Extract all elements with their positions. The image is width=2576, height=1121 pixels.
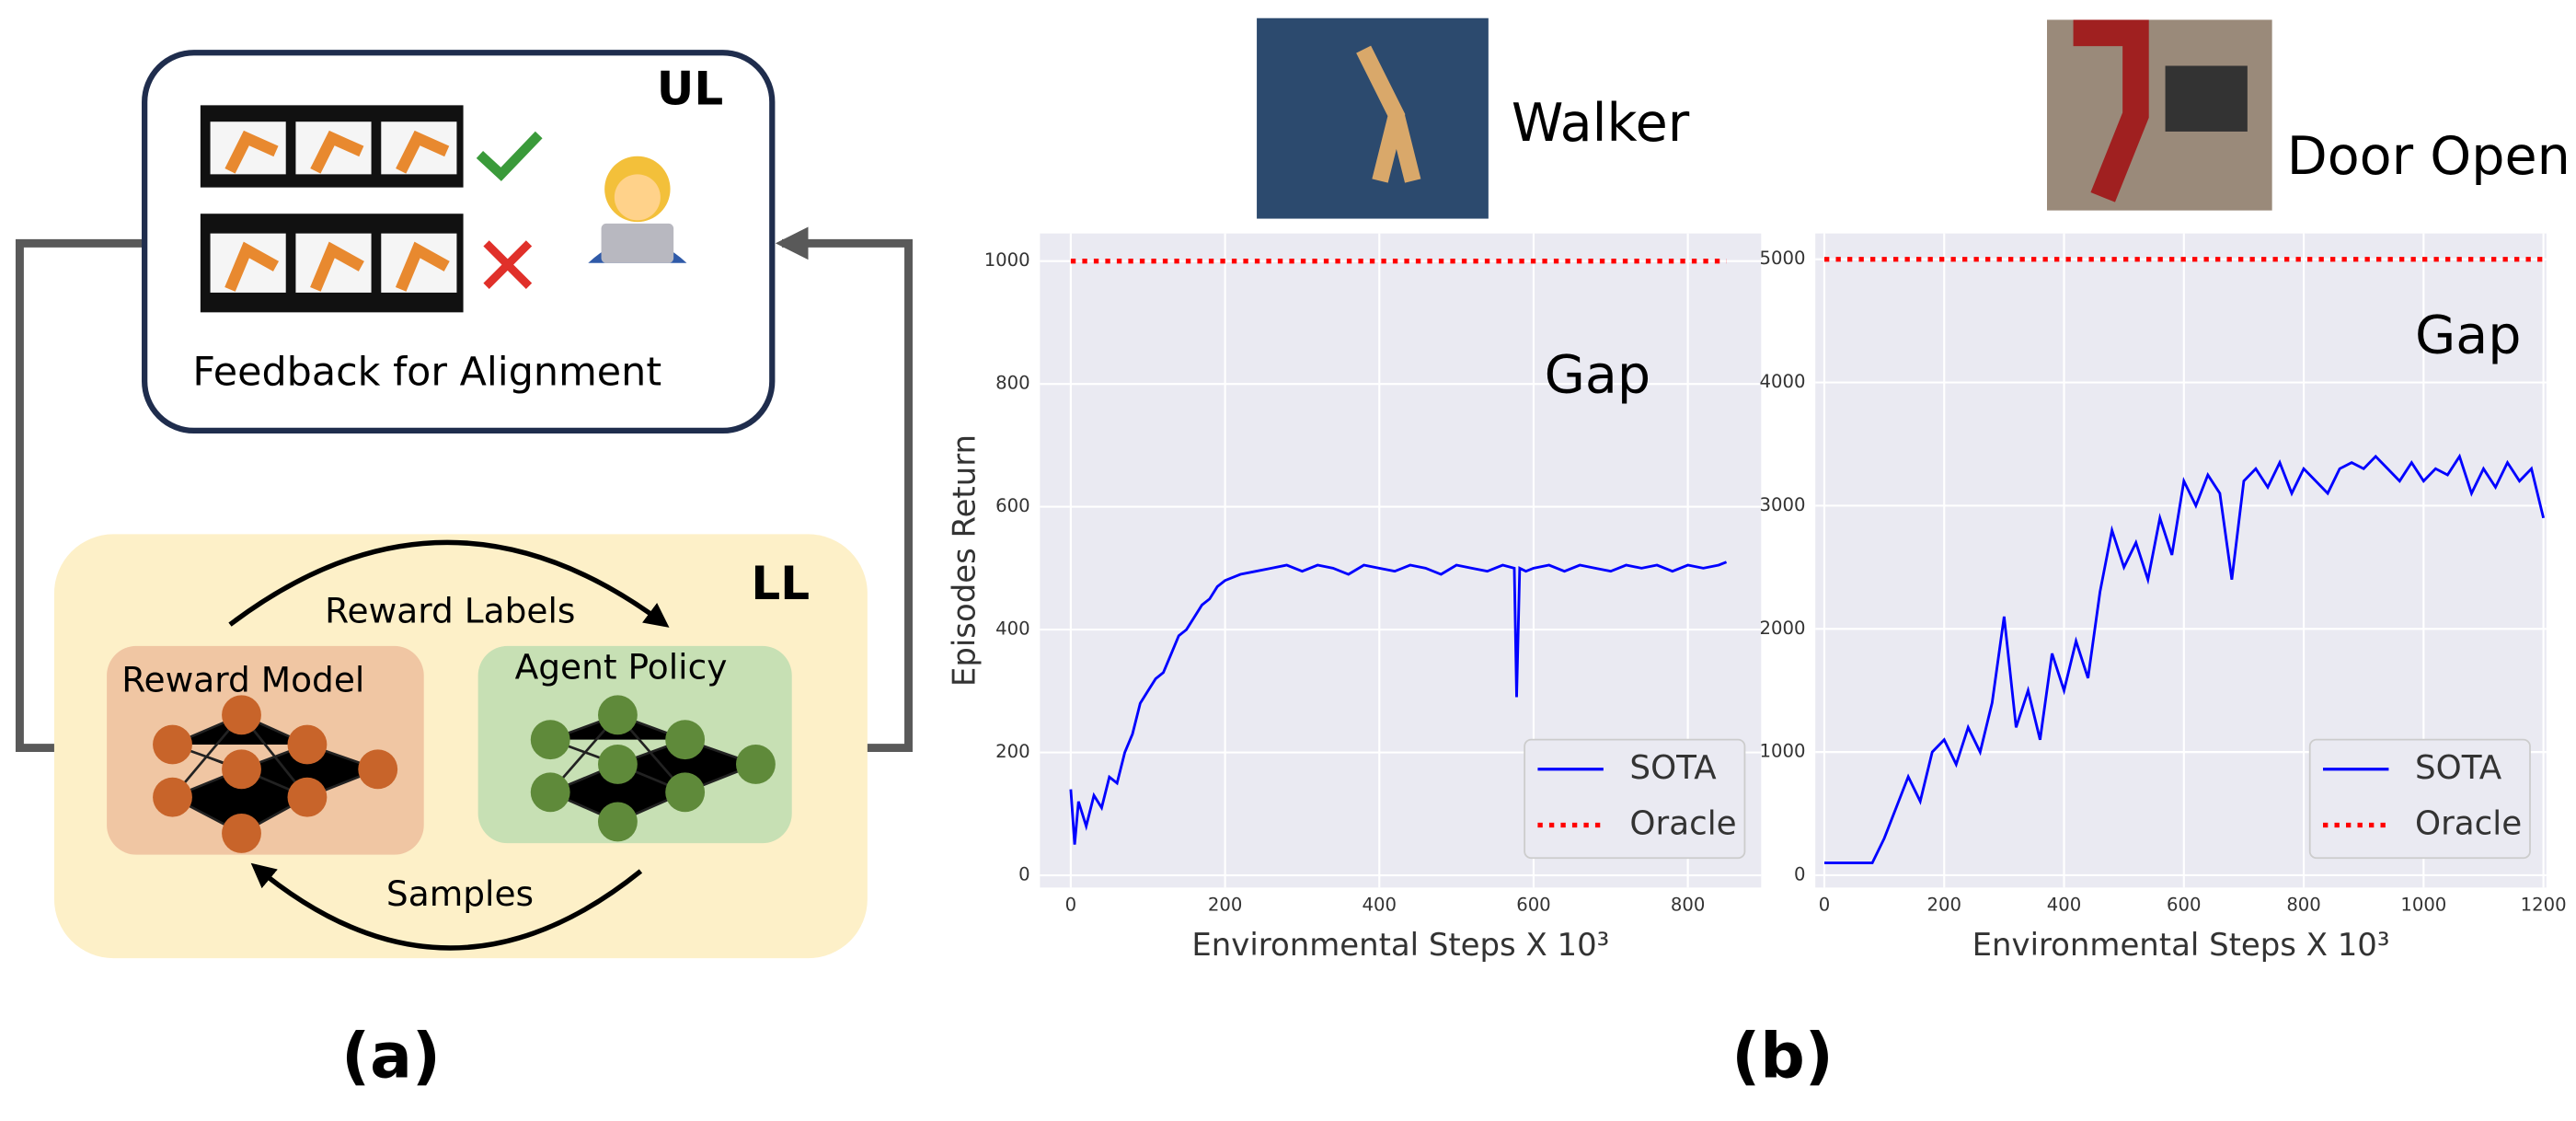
y-tick-label: 0 [1794, 863, 1806, 884]
check [476, 131, 543, 181]
y-tick-label: 800 [995, 373, 1029, 394]
walker-image [1257, 17, 1489, 219]
person-icon [588, 156, 687, 263]
legend-label: Oracle [1629, 805, 1736, 843]
env-images [1257, 17, 2272, 219]
series-line [1823, 453, 2545, 865]
x-tick-label: 1200 [2521, 895, 2567, 916]
x-tick-label: 200 [1208, 895, 1242, 916]
series-line [1069, 560, 1728, 845]
x-tick-label: 0 [1819, 895, 1831, 916]
policy-net [530, 695, 776, 842]
gap-label: Gap [2415, 306, 2522, 366]
y-axis-label: Episodes Return [947, 434, 983, 687]
x-tick-label: 800 [2286, 895, 2320, 916]
legend-label: SOTA [2415, 749, 2502, 787]
x-tick-label: 400 [2047, 895, 2081, 916]
cross [483, 240, 533, 289]
y-tick-label: 1000 [1760, 741, 1806, 762]
x-tick-label: 0 [1065, 895, 1077, 916]
y-tick-label: 3000 [1760, 494, 1806, 515]
agent-policy: Agent Policy [515, 646, 728, 687]
env-name: Door Open [2287, 126, 2570, 187]
y-tick-label: 600 [995, 495, 1029, 516]
x-tick-label: 1000 [2400, 895, 2446, 916]
reward-labels-arrow [228, 539, 670, 628]
y-tick-label: 2000 [1760, 618, 1806, 639]
x-axis-label: Environmental Steps X 10³ [1191, 927, 1609, 963]
x-tick-label: 600 [2167, 895, 2201, 916]
samples: Samples [386, 873, 534, 914]
x-tick-label: 400 [1363, 895, 1397, 916]
y-tick-label: 5000 [1760, 248, 1806, 269]
x-tick-label: 600 [1516, 895, 1550, 916]
caption-b: (b) [1731, 1020, 1834, 1092]
legend-label: SOTA [1629, 749, 1717, 787]
y-tick-label: 400 [995, 618, 1029, 640]
y-tick-label: 1000 [984, 249, 1030, 271]
y-tick-label: 200 [995, 741, 1029, 762]
reward-model: Reward Model [121, 660, 364, 700]
x-tick-label: 800 [1671, 895, 1705, 916]
film-strips [200, 105, 464, 313]
charts: 0 200 400 600 800 0 200 400 600 800 1000 Environmen… [947, 233, 2567, 963]
reward-labels: Reward Labels [325, 591, 575, 631]
diagram: UL Feedback for Alignment LL Reward Labe… [15, 50, 913, 1092]
legend-label: Oracle [2415, 805, 2522, 843]
ul-tag: UL [657, 63, 723, 116]
env-name: Walker [1512, 93, 1690, 154]
y-tick-label: 4000 [1760, 371, 1806, 392]
reward-net [153, 695, 398, 853]
samples-arrow [250, 862, 643, 951]
ll-tag: LL [751, 557, 810, 610]
x-axis-label: Environmental Steps X 10³ [1972, 927, 2390, 963]
gap-label: Gap [1545, 344, 1651, 405]
caption-a: (a) [341, 1020, 441, 1092]
ul-caption: Feedback for Alignment [192, 350, 661, 396]
x-tick-label: 200 [1927, 895, 1961, 916]
y-tick-label: 0 [1018, 864, 1030, 885]
